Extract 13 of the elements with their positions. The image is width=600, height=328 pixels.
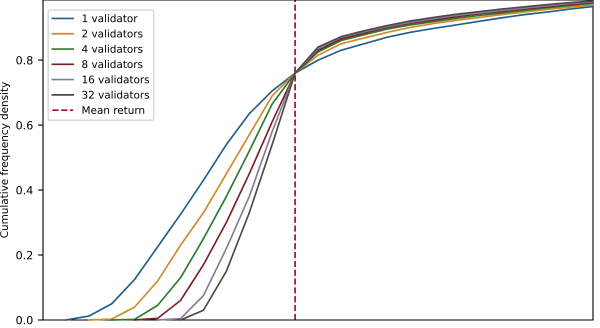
- legend-label: 32 validators: [82, 90, 150, 99]
- y-tick-label: 0.0: [16, 316, 33, 324]
- y-tick-label: 0.8: [16, 56, 33, 64]
- y-tick-label: 0.4: [16, 186, 33, 194]
- y-tick-label: 0.2: [16, 251, 32, 260]
- text: Mean return: [82, 106, 144, 114]
- legend-label: 1 validator: [82, 14, 138, 22]
- y-axis-title: Cumulative frequency density: [0, 82, 10, 238]
- legend-label: 8 validators: [82, 60, 142, 68]
- y-tick-label: 0.6: [16, 121, 33, 130]
- legend-label: 16 validators: [82, 75, 150, 84]
- legend-label: 4 validators: [82, 44, 142, 53]
- legend-label: 2 validators: [82, 29, 142, 38]
